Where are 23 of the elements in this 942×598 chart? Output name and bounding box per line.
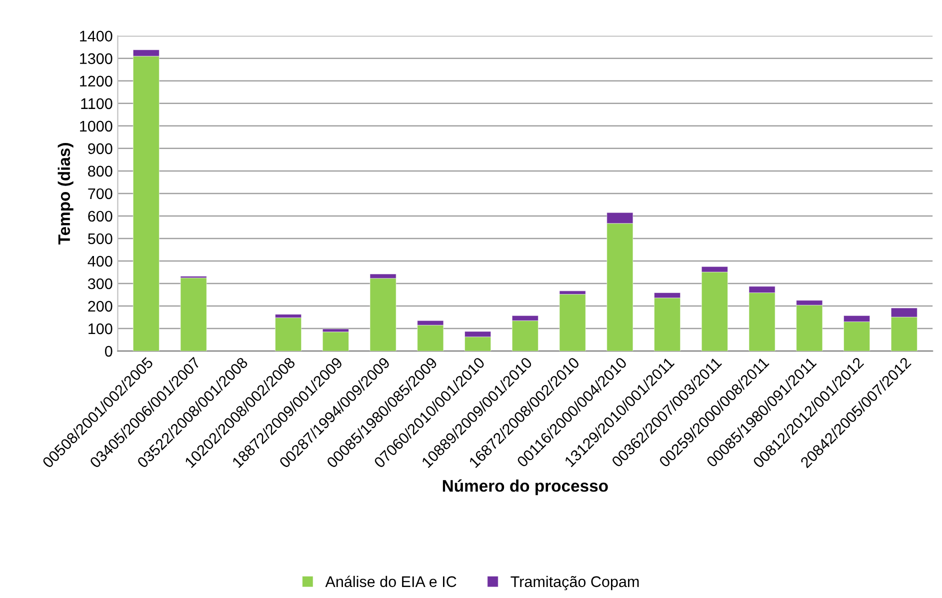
bar — [322, 332, 349, 352]
y-tick-label: 500 — [88, 233, 112, 244]
y-tick-label: 100 — [88, 323, 112, 334]
x-axis-title: Número do processo — [442, 479, 608, 496]
y-tick-label: 700 — [88, 188, 112, 200]
y-tick-label: 1200 — [80, 76, 112, 87]
y-tick-label: 300 — [88, 278, 112, 290]
y-tick-label: 1400 — [80, 30, 112, 42]
y-tick-label: 600 — [88, 210, 112, 222]
y-tick-label: 900 — [88, 143, 112, 154]
y-tick-label: 200 — [88, 300, 112, 312]
y-tick-label: 400 — [88, 256, 112, 267]
bar — [275, 318, 302, 352]
bar — [180, 278, 207, 352]
y-tick-label: 1000 — [80, 120, 112, 132]
legend-label: Análise do EIA e IC — [325, 576, 456, 588]
y-tick-label: 1300 — [80, 53, 112, 64]
bar — [559, 294, 586, 352]
legend-label: Tramitação Copam — [510, 576, 639, 590]
y-axis-title: Tempo (dias) — [58, 143, 74, 244]
y-tick-label: 0 — [104, 346, 112, 357]
y-tick-label: 1100 — [81, 98, 112, 110]
y-tick-label: 800 — [88, 166, 112, 177]
